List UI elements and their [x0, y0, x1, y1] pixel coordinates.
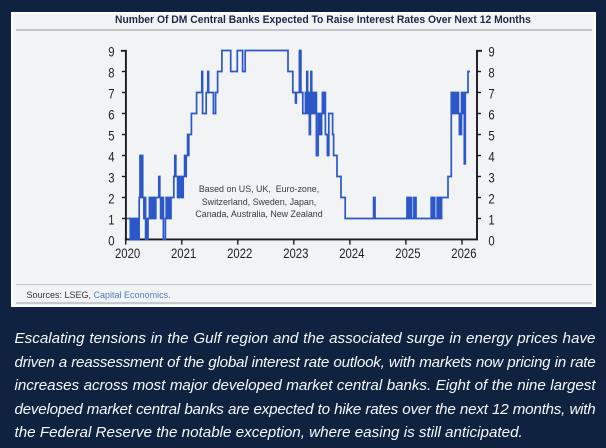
svg-text:2022: 2022 [227, 246, 252, 262]
svg-text:6: 6 [488, 107, 494, 123]
svg-text:4: 4 [488, 149, 494, 165]
svg-text:2024: 2024 [339, 246, 364, 262]
svg-text:3: 3 [108, 170, 114, 186]
svg-text:0: 0 [108, 233, 114, 249]
svg-text:2025: 2025 [395, 246, 420, 262]
svg-text:2: 2 [488, 191, 494, 207]
svg-text:2: 2 [108, 191, 114, 207]
svg-text:5: 5 [108, 128, 114, 144]
svg-text:2020: 2020 [115, 246, 140, 262]
svg-text:1: 1 [488, 212, 494, 228]
svg-text:2021: 2021 [171, 246, 196, 262]
svg-text:1: 1 [108, 212, 114, 228]
svg-text:8: 8 [488, 65, 494, 81]
svg-text:8: 8 [108, 65, 114, 81]
svg-text:7: 7 [108, 86, 114, 102]
svg-text:6: 6 [108, 107, 114, 123]
svg-text:7: 7 [488, 86, 494, 102]
svg-text:9: 9 [108, 44, 114, 60]
svg-text:5: 5 [488, 128, 494, 144]
svg-text:0: 0 [488, 233, 494, 249]
svg-text:9: 9 [488, 44, 494, 60]
svg-text:4: 4 [108, 149, 114, 165]
svg-text:3: 3 [488, 170, 494, 186]
svg-text:2026: 2026 [451, 246, 476, 262]
svg-text:2023: 2023 [283, 246, 308, 262]
